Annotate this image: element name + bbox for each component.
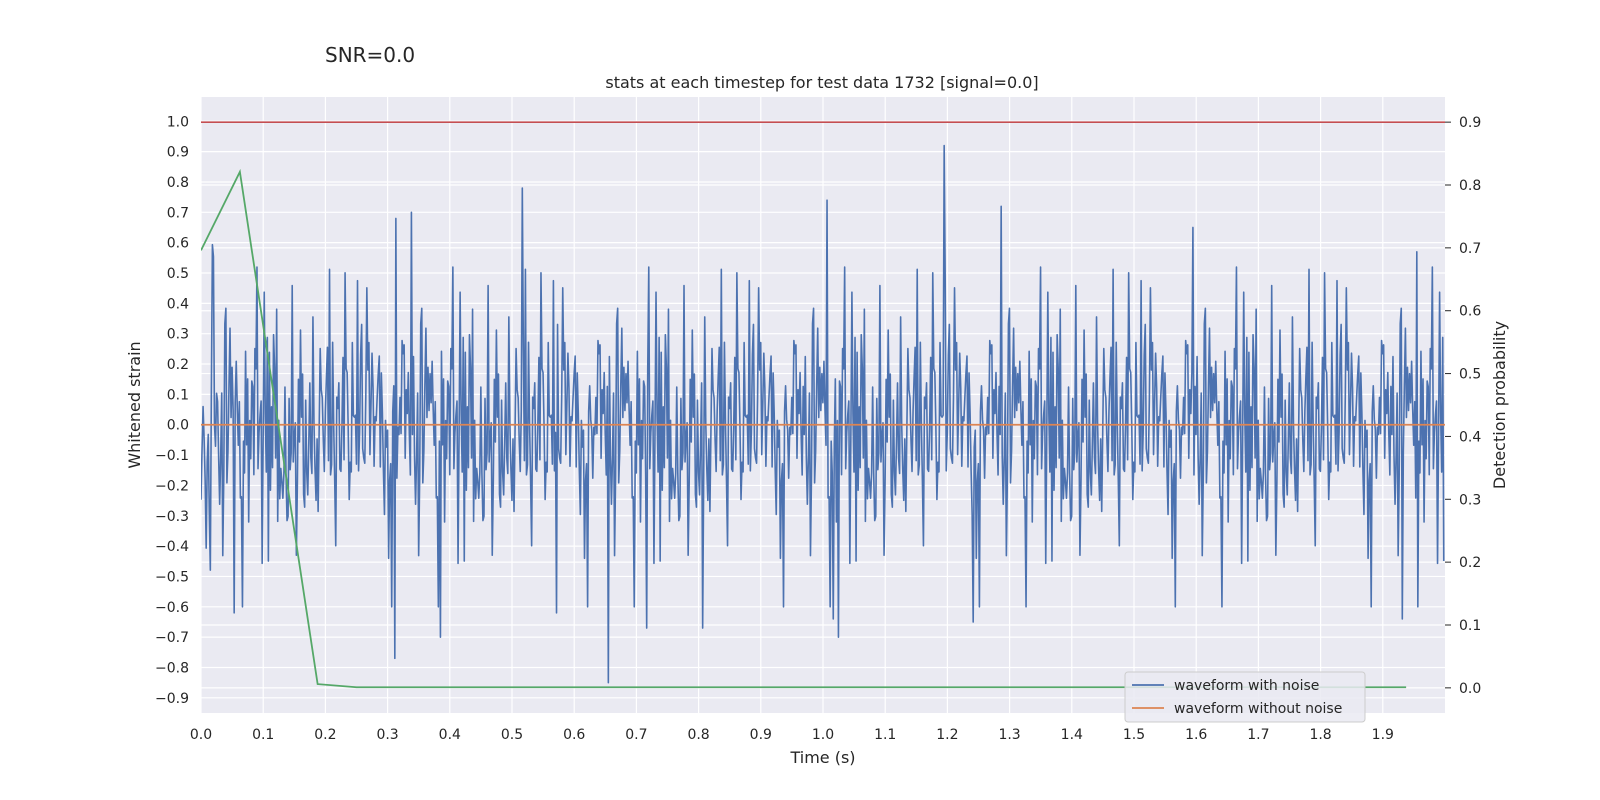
x-tick-label: 0.2 <box>314 727 336 743</box>
series-line-waveform-with-noise <box>201 144 1445 684</box>
legend-label-waveform-with-noise: waveform with noise <box>1174 678 1319 694</box>
y-tick-label: −0.5 <box>155 569 189 585</box>
y-axis-label: Whitened strain <box>125 341 144 468</box>
x-tick-label: 1.1 <box>874 727 896 743</box>
y-axis-ticks: 1.0 0.9 0.8 0.7 0.6 0.5 0.4 0.3 0.2 0.1 0.0 −0.1 −0.… <box>155 114 189 707</box>
x-tick-label: 0.7 <box>625 727 647 743</box>
y-tick-label: −0.9 <box>155 691 189 707</box>
y2-axis-ticks: 0.9 0.8 0.7 0.6 0.5 0.4 0.3 0.2 0.1 0.0 <box>1445 115 1481 697</box>
y2-tick-label: 0.9 <box>1459 115 1481 131</box>
y-tick-label: −0.2 <box>155 478 189 494</box>
y2-tick-label: 0.2 <box>1459 555 1481 571</box>
y2-tick-label: 0.6 <box>1459 304 1481 320</box>
y-tick-label: 0.4 <box>167 296 189 312</box>
x-tick-label: 0.4 <box>439 727 461 743</box>
x-tick-label: 0.0 <box>190 727 212 743</box>
y-tick-label: −0.3 <box>155 509 189 525</box>
y2-tick-label: 0.1 <box>1459 618 1481 634</box>
x-axis-ticks: 0.0 0.1 0.2 0.3 0.4 0.5 0.6 0.7 0.8 0.9 1.0 1.1 1.2 1… <box>190 727 1394 743</box>
legend-label-waveform-without-noise: waveform without noise <box>1174 701 1342 717</box>
y-tick-label: 0.8 <box>167 175 189 191</box>
x-tick-label: 0.9 <box>750 727 772 743</box>
suptitle: SNR=0.0 <box>325 43 415 67</box>
y-tick-label: −0.1 <box>155 448 189 464</box>
y-tick-label: 1.0 <box>167 114 189 130</box>
y2-tick-label: 0.0 <box>1459 681 1481 697</box>
y2-tick-label: 0.5 <box>1459 367 1481 383</box>
y2-axis-label: Detection probability <box>1490 321 1509 489</box>
x-tick-label: 1.5 <box>1123 727 1145 743</box>
y-tick-label: 0.1 <box>167 387 189 403</box>
x-tick-label: 0.3 <box>376 727 398 743</box>
x-tick-label: 1.9 <box>1372 727 1394 743</box>
y2-tick-label: 0.7 <box>1459 241 1481 257</box>
x-tick-label: 1.7 <box>1247 727 1269 743</box>
y-tick-label: 0.2 <box>167 357 189 373</box>
y2-tick-label: 0.3 <box>1459 492 1481 508</box>
legend: waveform with noise waveform without noi… <box>1124 671 1366 723</box>
x-tick-label: 0.5 <box>501 727 523 743</box>
y-tick-label: 0.0 <box>167 418 189 434</box>
x-tick-label: 0.6 <box>563 727 585 743</box>
x-tick-label: 1.8 <box>1309 727 1331 743</box>
x-tick-label: 1.3 <box>998 727 1020 743</box>
y2-tick-label: 0.8 <box>1459 178 1481 194</box>
x-tick-label: 1.4 <box>1061 727 1083 743</box>
y-tick-label: −0.7 <box>155 630 189 646</box>
x-tick-label: 1.0 <box>812 727 834 743</box>
y-tick-label: −0.6 <box>155 600 189 616</box>
y2-tick-label: 0.4 <box>1459 429 1481 445</box>
y-tick-label: −0.4 <box>155 539 189 555</box>
y-tick-label: −0.8 <box>155 660 189 676</box>
legend-box <box>1124 671 1366 723</box>
y-tick-label: 0.9 <box>167 145 189 161</box>
x-tick-label: 1.2 <box>936 727 958 743</box>
y-tick-label: 0.7 <box>167 205 189 221</box>
x-tick-label: 0.8 <box>687 727 709 743</box>
y-tick-label: 0.5 <box>167 266 189 282</box>
chart-title: stats at each timestep for test data 173… <box>605 73 1038 92</box>
x-axis-label: Time (s) <box>789 748 855 767</box>
x-tick-label: 1.6 <box>1185 727 1207 743</box>
y-tick-label: 0.3 <box>167 327 189 343</box>
y-tick-label: 0.6 <box>167 236 189 252</box>
x-tick-label: 0.1 <box>252 727 274 743</box>
